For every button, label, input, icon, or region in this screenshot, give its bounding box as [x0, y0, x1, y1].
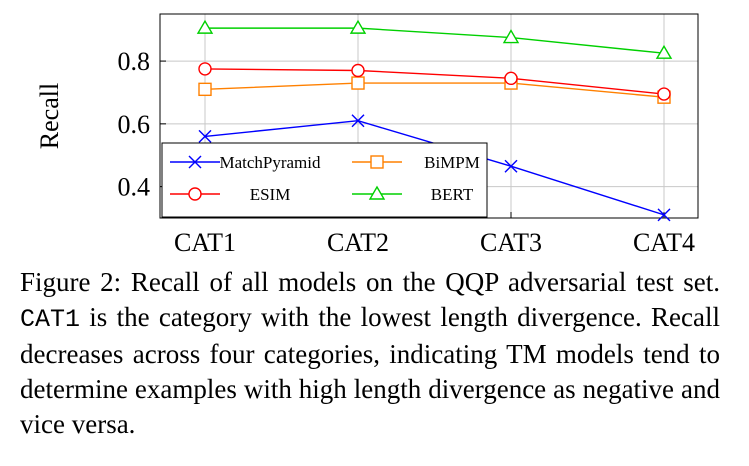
y-tick-label: 0.4 [118, 173, 151, 202]
legend-label-esim: ESIM [250, 185, 291, 204]
data-point-esim [198, 62, 212, 76]
figure-caption: Figure 2: Recall of all models on the QQ… [20, 265, 720, 442]
x-tick-label: CAT1 [174, 228, 236, 257]
plot-frame [159, 13, 699, 219]
caption-prefix: Figure 2: Recall of all models on the QQ… [20, 267, 720, 297]
x-tick-label: CAT2 [327, 228, 389, 257]
series-line-esim [204, 68, 665, 95]
data-point-matchpyramid [657, 208, 671, 222]
data-point-esim [504, 71, 518, 86]
legend-marker-bimpm [370, 155, 384, 169]
data-point-matchpyramid [198, 129, 212, 143]
y-axis-label: Recall [35, 83, 64, 149]
legend-marker-esim [188, 187, 202, 201]
series-bimpm [198, 76, 671, 104]
legend-entry-matchpyramid: MatchPyramid [170, 153, 321, 172]
legend-marker-matchpyramid [188, 155, 202, 169]
data-point-matchpyramid [351, 114, 365, 128]
legend-entry-bimpm: BiMPM [352, 153, 480, 172]
series-esim [198, 62, 671, 101]
data-point-bert [502, 29, 520, 44]
legend-box [161, 142, 488, 218]
data-point-bert [196, 19, 214, 34]
x-tick-label: CAT3 [480, 228, 542, 257]
data-point-matchpyramid [504, 159, 518, 173]
legend-label-bimpm: BiMPM [424, 153, 480, 172]
legend-entry-esim: ESIM [170, 185, 290, 204]
legend-label-matchpyramid: MatchPyramid [219, 153, 321, 172]
legend-entry-bert: BERT [352, 185, 474, 204]
legend: MatchPyramid BiMPM ESIM BERT [161, 142, 488, 218]
data-point-bert [655, 44, 673, 59]
data-point-esim [351, 63, 365, 78]
legend-marker-bert [368, 185, 386, 200]
y-axis: 0.4 0.6 0.8 [118, 47, 166, 202]
y-tick-label: 0.6 [118, 110, 151, 139]
data-point-bimpm [198, 82, 212, 97]
legend-label-bert: BERT [431, 185, 474, 204]
series-line-bert [205, 27, 665, 54]
x-axis: CAT1 CAT2 CAT3 CAT4 [174, 212, 695, 257]
data-point-esim [657, 87, 671, 101]
series-bert [196, 19, 673, 59]
x-tick-label: CAT4 [633, 228, 695, 257]
caption-code: CAT1 [20, 305, 81, 334]
data-point-bert [349, 19, 367, 34]
y-tick-label: 0.8 [118, 47, 151, 76]
series-line-bimpm [204, 82, 665, 98]
data-point-bimpm [351, 76, 365, 90]
series-group [196, 19, 673, 222]
caption-suffix: is the category with the lowest length d… [20, 302, 721, 439]
recall-line-chart: 0.4 0.6 0.8 CAT1 CAT2 CAT3 CAT4 Recall MatchP… [35, 13, 699, 257]
